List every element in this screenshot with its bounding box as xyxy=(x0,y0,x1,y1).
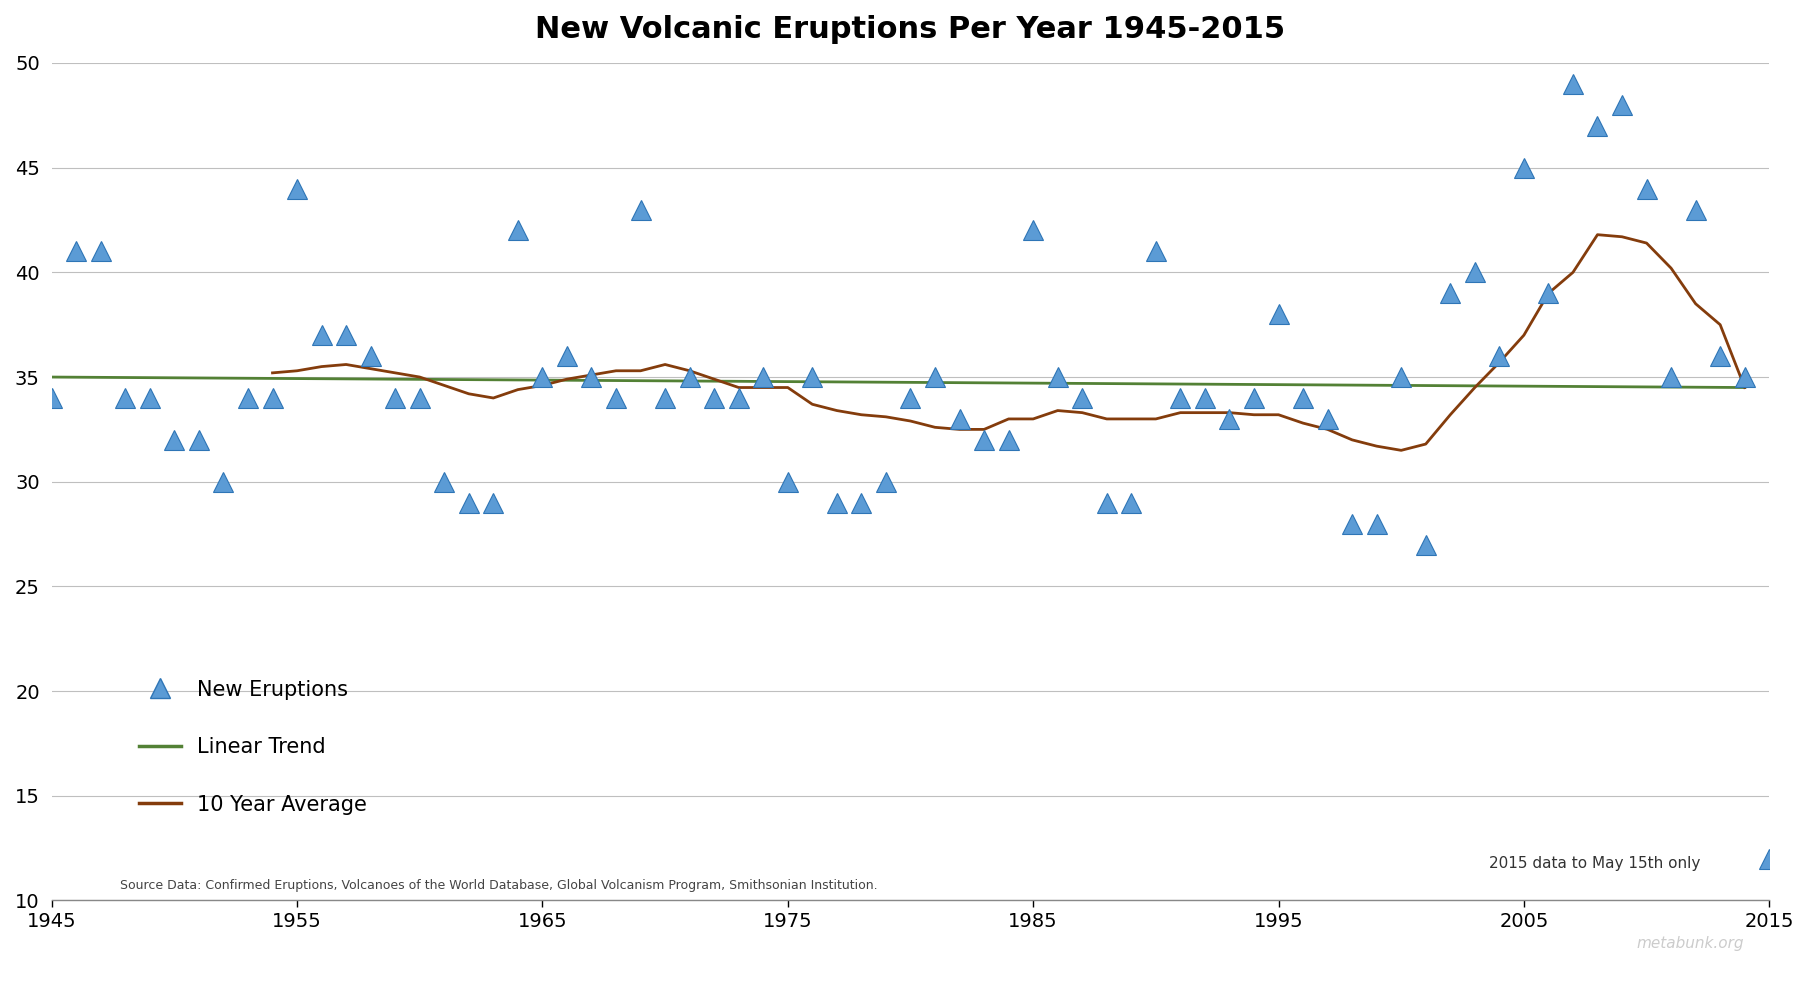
Title: New Volcanic Eruptions Per Year 1945-2015: New Volcanic Eruptions Per Year 1945-201… xyxy=(535,15,1286,44)
Legend: New Eruptions, Linear Trend, 10 Year Average: New Eruptions, Linear Trend, 10 Year Ave… xyxy=(130,672,376,824)
Text: Source Data: Confirmed Eruptions, Volcanoes of the World Database, Global Volcan: Source Data: Confirmed Eruptions, Volcan… xyxy=(121,879,877,892)
Text: 2015 data to May 15th only: 2015 data to May 15th only xyxy=(1489,856,1700,871)
Text: metabunk.org: metabunk.org xyxy=(1635,936,1744,950)
